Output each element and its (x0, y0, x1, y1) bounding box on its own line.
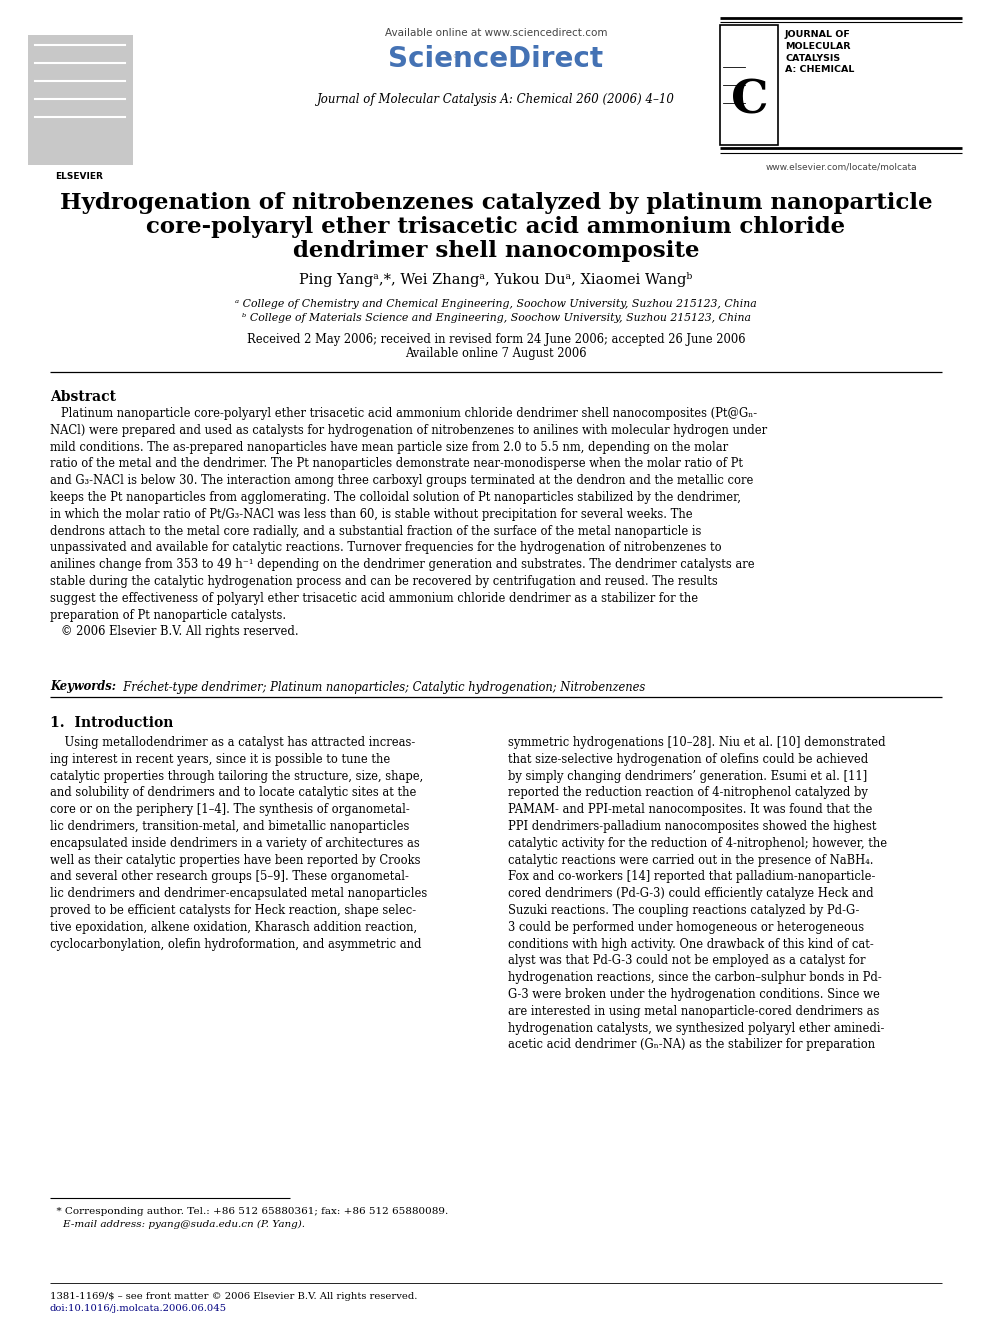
Text: * Corresponding author. Tel.: +86 512 65880361; fax: +86 512 65880089.: * Corresponding author. Tel.: +86 512 65… (50, 1207, 448, 1216)
Text: Ping Yangᵃ,*, Wei Zhangᵃ, Yukou Duᵃ, Xiaomei Wangᵇ: Ping Yangᵃ,*, Wei Zhangᵃ, Yukou Duᵃ, Xia… (300, 273, 692, 287)
Text: C: C (731, 77, 769, 123)
Text: Available online 7 August 2006: Available online 7 August 2006 (406, 347, 586, 360)
Text: E-mail address: pyang@suda.edu.cn (P. Yang).: E-mail address: pyang@suda.edu.cn (P. Ya… (50, 1220, 305, 1229)
Text: core-polyaryl ether trisacetic acid ammonium chloride: core-polyaryl ether trisacetic acid ammo… (147, 216, 845, 238)
Text: doi:10.1016/j.molcata.2006.06.045: doi:10.1016/j.molcata.2006.06.045 (50, 1304, 227, 1312)
Text: Using metallodendrimer as a catalyst has attracted increas-
ing interest in rece: Using metallodendrimer as a catalyst has… (50, 736, 428, 951)
Bar (28, 34, 133, 165)
Text: Hydrogenation of nitrobenzenes catalyzed by platinum nanoparticle: Hydrogenation of nitrobenzenes catalyzed… (60, 192, 932, 214)
Text: ELSEVIER: ELSEVIER (56, 172, 103, 181)
Bar (720, 25, 778, 146)
Text: Journal of Molecular Catalysis A: Chemical 260 (2006) 4–10: Journal of Molecular Catalysis A: Chemic… (317, 93, 675, 106)
Text: JOURNAL OF
MOLECULAR
CATALYSIS
A: CHEMICAL: JOURNAL OF MOLECULAR CATALYSIS A: CHEMIC… (785, 30, 854, 74)
Text: Abstract: Abstract (50, 390, 116, 404)
Text: 1381-1169/$ – see front matter © 2006 Elsevier B.V. All rights reserved.: 1381-1169/$ – see front matter © 2006 El… (50, 1293, 418, 1301)
Text: ᵇ College of Materials Science and Engineering, Soochow University, Suzhou 21512: ᵇ College of Materials Science and Engin… (241, 314, 751, 323)
Text: Available online at www.sciencedirect.com: Available online at www.sciencedirect.co… (385, 28, 607, 38)
Text: www.elsevier.com/locate/molcata: www.elsevier.com/locate/molcata (765, 163, 917, 172)
Text: Platinum nanoparticle core-polyaryl ether trisacetic acid ammonium chloride dend: Platinum nanoparticle core-polyaryl ethe… (50, 407, 767, 639)
Text: ᵃ College of Chemistry and Chemical Engineering, Soochow University, Suzhou 2151: ᵃ College of Chemistry and Chemical Engi… (235, 299, 757, 310)
Text: ◦  ◦: ◦ ◦ (452, 52, 472, 62)
Text: dendrimer shell nanocomposite: dendrimer shell nanocomposite (293, 239, 699, 262)
Text: Fréchet-type dendrimer; Platinum nanoparticles; Catalytic hydrogenation; Nitrobe: Fréchet-type dendrimer; Platinum nanopar… (116, 680, 645, 693)
Text: ScienceDirect: ScienceDirect (389, 45, 603, 73)
Text: Received 2 May 2006; received in revised form 24 June 2006; accepted 26 June 200: Received 2 May 2006; received in revised… (247, 333, 745, 347)
Text: ◦: ◦ (472, 52, 479, 62)
Text: symmetric hydrogenations [10–28]. Niu et al. [10] demonstrated
that size-selecti: symmetric hydrogenations [10–28]. Niu et… (508, 736, 887, 1052)
Text: Keywords:: Keywords: (50, 680, 116, 693)
Text: 1.  Introduction: 1. Introduction (50, 716, 174, 730)
